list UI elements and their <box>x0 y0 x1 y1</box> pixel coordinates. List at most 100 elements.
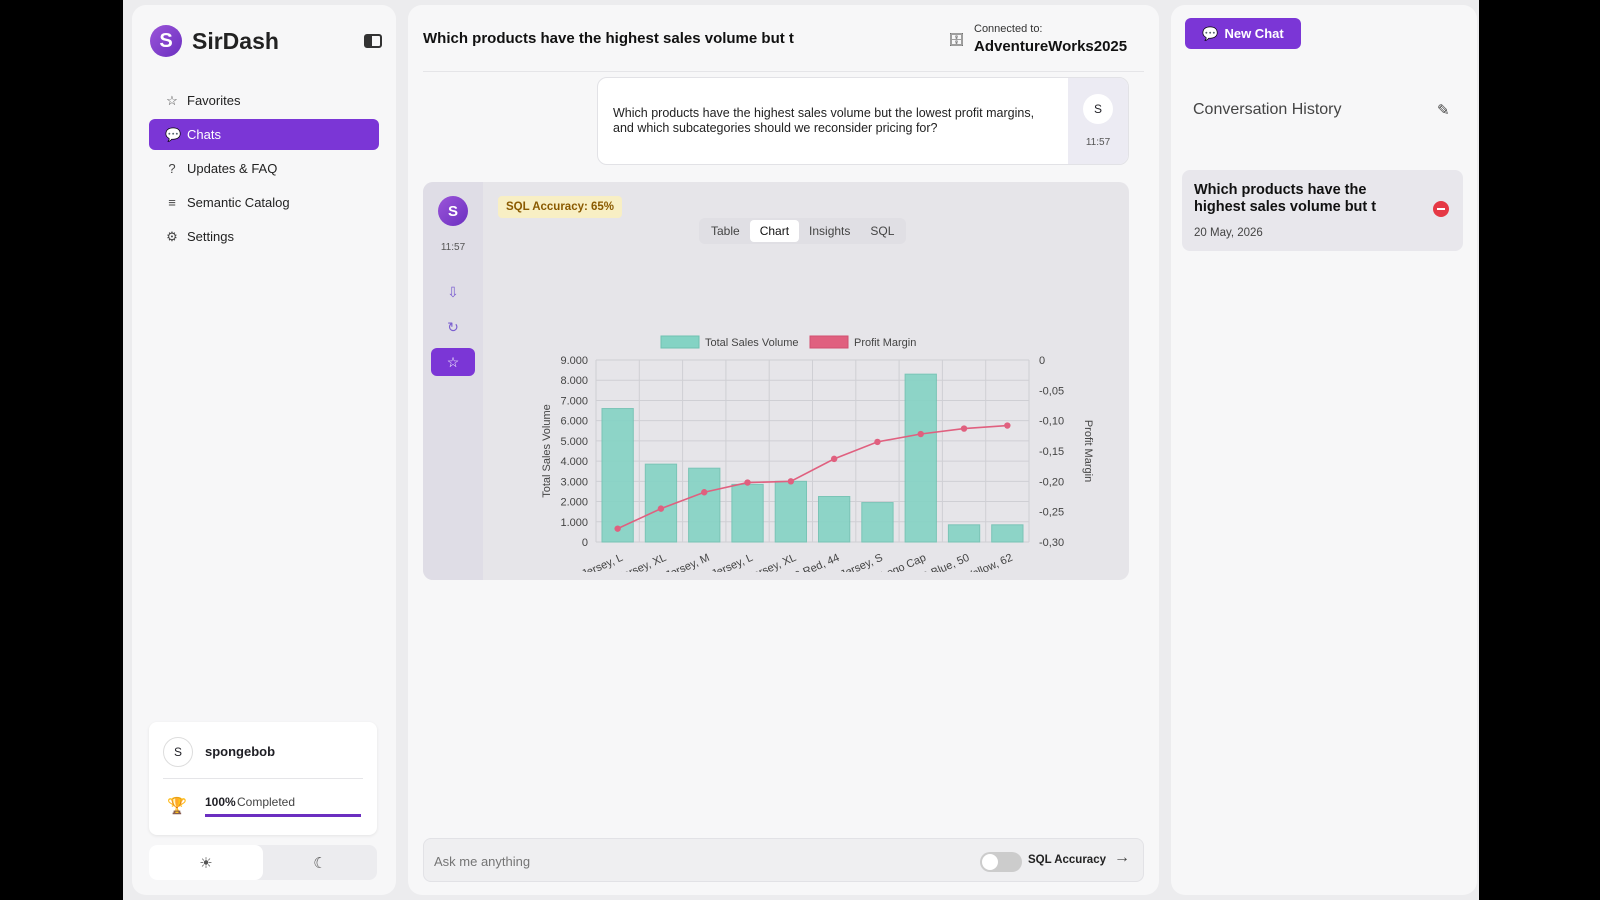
y-tick-label: 4.000 <box>560 456 588 468</box>
connection-label: Connected to: <box>974 23 1043 35</box>
user-message-text: Which products have the highest sales vo… <box>613 106 1035 135</box>
y2-tick-label: -0,20 <box>1039 476 1064 488</box>
cloud-download-icon: ⇩ <box>447 283 459 300</box>
star-icon: ☆ <box>166 92 178 108</box>
avatar[interactable]: S <box>163 737 193 767</box>
chat-panel: Which products have the highest sales vo… <box>408 5 1159 895</box>
sidebar-item-label: Updates & FAQ <box>187 161 278 176</box>
refresh-icon: ↻ <box>447 318 459 335</box>
y2-tick-label: -0,30 <box>1039 537 1064 549</box>
bar <box>688 467 721 543</box>
sql-accuracy-badge: SQL Accuracy: 65% <box>498 196 623 218</box>
divider <box>163 778 363 779</box>
line-point <box>960 425 968 432</box>
header-divider <box>423 71 1144 72</box>
new-chat-label: New Chat <box>1224 26 1284 41</box>
sidebar-item-updates-faq[interactable]: ? Updates & FAQ <box>149 153 379 184</box>
sidebar-collapse-icon[interactable] <box>364 34 382 48</box>
sidebar-item-settings[interactable]: ⚙ Settings <box>149 221 379 252</box>
sidebar-nav: ☆ Favorites 💬 Chats? Updates & FAQ ≡ Semantic … <box>149 85 379 255</box>
line-point <box>1004 422 1011 429</box>
light-mode-button[interactable]: ☀ <box>149 845 263 880</box>
sidebar-item-chats[interactable]: 💬 Chats <box>149 119 379 150</box>
bar <box>818 496 851 543</box>
tab-chart[interactable]: Chart <box>749 220 800 242</box>
message-time: 11:57 <box>1085 137 1111 148</box>
line-point <box>744 479 751 486</box>
line-point <box>874 438 881 446</box>
y2-tick-label: 0 <box>1039 355 1045 367</box>
line-point <box>657 505 665 512</box>
assistant-message-meta: S 11:57 ⇩ ↻ ☆ <box>423 182 483 580</box>
user-message: Which products have the highest sales vo… <box>597 77 1129 165</box>
legend-swatch <box>809 335 849 349</box>
toggle-knob <box>982 854 998 870</box>
user-card: S spongebob 🏆 100% Completed <box>149 722 377 835</box>
theme-switch: ☀ ☾ <box>149 845 377 880</box>
legend-swatch <box>660 335 700 349</box>
history-panel: 💬 New Chat Conversation History ✎ Which … <box>1171 5 1477 895</box>
refresh-button[interactable]: ↻ <box>431 313 475 341</box>
line-point <box>787 478 795 485</box>
send-icon[interactable]: → <box>1114 849 1130 866</box>
progress-bar <box>205 814 361 817</box>
edit-icon[interactable]: ✎ <box>1437 102 1450 119</box>
message-time: 11:57 <box>440 242 466 253</box>
assistant-avatar: S <box>438 196 468 226</box>
line-point <box>830 455 838 463</box>
sliders-icon: ⚙ <box>166 228 178 244</box>
star-icon: ☆ <box>446 353 460 370</box>
line-point <box>701 489 708 496</box>
bar <box>601 408 634 543</box>
sun-icon: ☀ <box>199 854 213 872</box>
y-tick-label: 2.000 <box>560 497 588 509</box>
line-point <box>614 525 621 532</box>
history-item-date: 20 May, 2026 <box>1194 227 1263 239</box>
tab-sql[interactable]: SQL <box>870 224 895 238</box>
tab-insights[interactable]: Insights <box>809 224 851 238</box>
sidebar-item-semantic-catalog[interactable]: ≡ Semantic Catalog <box>149 187 379 218</box>
favorite-button[interactable]: ☆ <box>431 348 475 376</box>
y-tick-label: 9.000 <box>560 355 588 367</box>
sidebar-item-label: Semantic Catalog <box>187 195 290 210</box>
bar <box>774 480 808 543</box>
y2-tick-label: -0,05 <box>1039 385 1064 397</box>
y2-axis-title: Profit Margin <box>1082 420 1094 482</box>
app-name: SirDash <box>192 27 279 54</box>
progress-percent: 100% <box>205 795 236 809</box>
database-icon: ≡ <box>168 195 176 210</box>
bar <box>644 463 678 543</box>
sidebar-item-favorites[interactable]: ☆ Favorites <box>149 85 379 116</box>
assistant-message: S 11:57 ⇩ ↻ ☆ SQL Accuracy: 65% Table Cha… <box>423 182 1129 580</box>
database-icon: 🗄 <box>948 32 965 47</box>
progress-bar-fill <box>205 814 361 817</box>
username: spongebob <box>205 744 276 759</box>
history-item-title: Which products have the highest sales vo… <box>1194 182 1377 215</box>
y-tick-label: 5.000 <box>560 436 588 448</box>
help-icon: ? <box>168 161 176 176</box>
progress-label: Completed <box>237 795 296 809</box>
sql-accuracy-toggle[interactable] <box>980 852 1022 872</box>
new-chat-button[interactable]: 💬 New Chat <box>1185 18 1301 49</box>
tab-table[interactable]: Table <box>711 224 740 238</box>
y2-tick-label: -0,25 <box>1039 507 1064 519</box>
sidebar-item-label: Favorites <box>187 93 241 108</box>
y-tick-label: 8.000 <box>560 375 588 387</box>
chat-input-bar: SQL Accuracy → <box>423 838 1144 882</box>
y-tick-label: 1.000 <box>560 517 588 529</box>
sidebar: S SirDash ☆ Favorites 💬 Chats? Updates & FAQ… <box>132 5 396 895</box>
chat-input[interactable] <box>434 849 934 873</box>
y-tick-label: 6.000 <box>560 416 588 428</box>
bar <box>731 483 764 543</box>
history-item[interactable]: Which products have the highest sales vo… <box>1182 170 1463 251</box>
bar <box>861 502 894 543</box>
delete-icon[interactable] <box>1433 201 1449 217</box>
legend-label: Profit Margin <box>854 337 916 349</box>
dark-mode-button[interactable]: ☾ <box>263 845 377 880</box>
bar <box>904 373 937 543</box>
bar <box>991 524 1024 543</box>
y-tick-label: 7.000 <box>560 395 588 407</box>
logo-row: S SirDash <box>150 21 382 61</box>
download-button[interactable]: ⇩ <box>431 278 475 306</box>
y2-tick-label: -0,10 <box>1039 416 1064 428</box>
